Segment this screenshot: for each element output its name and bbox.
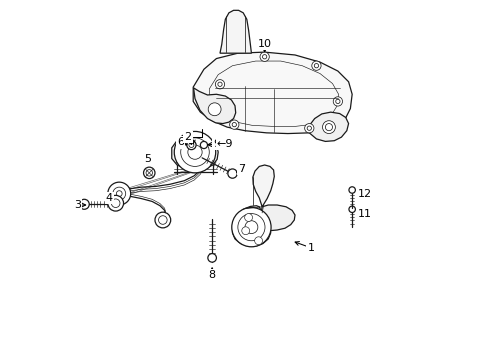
Text: 4: 4 bbox=[106, 193, 113, 203]
Circle shape bbox=[200, 141, 207, 149]
Circle shape bbox=[255, 237, 263, 245]
Polygon shape bbox=[172, 136, 218, 169]
Text: ←9: ←9 bbox=[217, 139, 233, 149]
Circle shape bbox=[159, 216, 167, 224]
Text: 1: 1 bbox=[308, 243, 315, 253]
Polygon shape bbox=[232, 206, 270, 246]
Text: 8: 8 bbox=[209, 270, 216, 280]
Circle shape bbox=[111, 199, 120, 207]
Polygon shape bbox=[309, 112, 348, 141]
Text: 5: 5 bbox=[145, 154, 151, 163]
Text: 7: 7 bbox=[238, 164, 245, 174]
Polygon shape bbox=[220, 10, 251, 53]
Circle shape bbox=[189, 143, 194, 148]
Circle shape bbox=[314, 64, 319, 68]
Text: 2: 2 bbox=[184, 132, 192, 142]
Text: 9: 9 bbox=[213, 139, 220, 149]
Circle shape bbox=[108, 182, 131, 205]
Circle shape bbox=[174, 131, 216, 173]
Circle shape bbox=[208, 253, 217, 262]
Circle shape bbox=[349, 206, 355, 212]
Polygon shape bbox=[194, 88, 236, 123]
Circle shape bbox=[208, 103, 221, 116]
Circle shape bbox=[312, 61, 321, 70]
Circle shape bbox=[325, 123, 333, 131]
Circle shape bbox=[181, 138, 209, 166]
Text: 11: 11 bbox=[358, 209, 372, 219]
Circle shape bbox=[238, 213, 265, 241]
Text: 2: 2 bbox=[184, 132, 192, 142]
Circle shape bbox=[333, 97, 343, 106]
Circle shape bbox=[187, 140, 196, 150]
Circle shape bbox=[232, 207, 271, 247]
Circle shape bbox=[245, 221, 258, 234]
Circle shape bbox=[155, 212, 171, 228]
Circle shape bbox=[245, 213, 252, 221]
Circle shape bbox=[218, 82, 222, 86]
Circle shape bbox=[260, 52, 270, 62]
Text: 3: 3 bbox=[74, 200, 81, 210]
Circle shape bbox=[113, 187, 126, 200]
Circle shape bbox=[336, 99, 340, 104]
Circle shape bbox=[263, 55, 267, 59]
Circle shape bbox=[188, 145, 202, 159]
Text: 6: 6 bbox=[177, 138, 184, 148]
Circle shape bbox=[146, 170, 152, 176]
Circle shape bbox=[230, 120, 239, 129]
Text: 12: 12 bbox=[358, 189, 372, 199]
Polygon shape bbox=[259, 205, 295, 231]
Circle shape bbox=[307, 126, 312, 130]
Circle shape bbox=[322, 121, 335, 134]
Circle shape bbox=[108, 195, 123, 211]
Circle shape bbox=[215, 80, 224, 89]
Circle shape bbox=[117, 191, 122, 197]
Circle shape bbox=[232, 122, 237, 127]
Circle shape bbox=[349, 187, 355, 193]
Polygon shape bbox=[253, 165, 274, 207]
Circle shape bbox=[79, 199, 89, 209]
Circle shape bbox=[228, 169, 237, 178]
Circle shape bbox=[242, 227, 249, 235]
Circle shape bbox=[305, 123, 314, 133]
Polygon shape bbox=[193, 52, 352, 134]
Text: 10: 10 bbox=[258, 39, 271, 49]
Circle shape bbox=[144, 167, 155, 179]
